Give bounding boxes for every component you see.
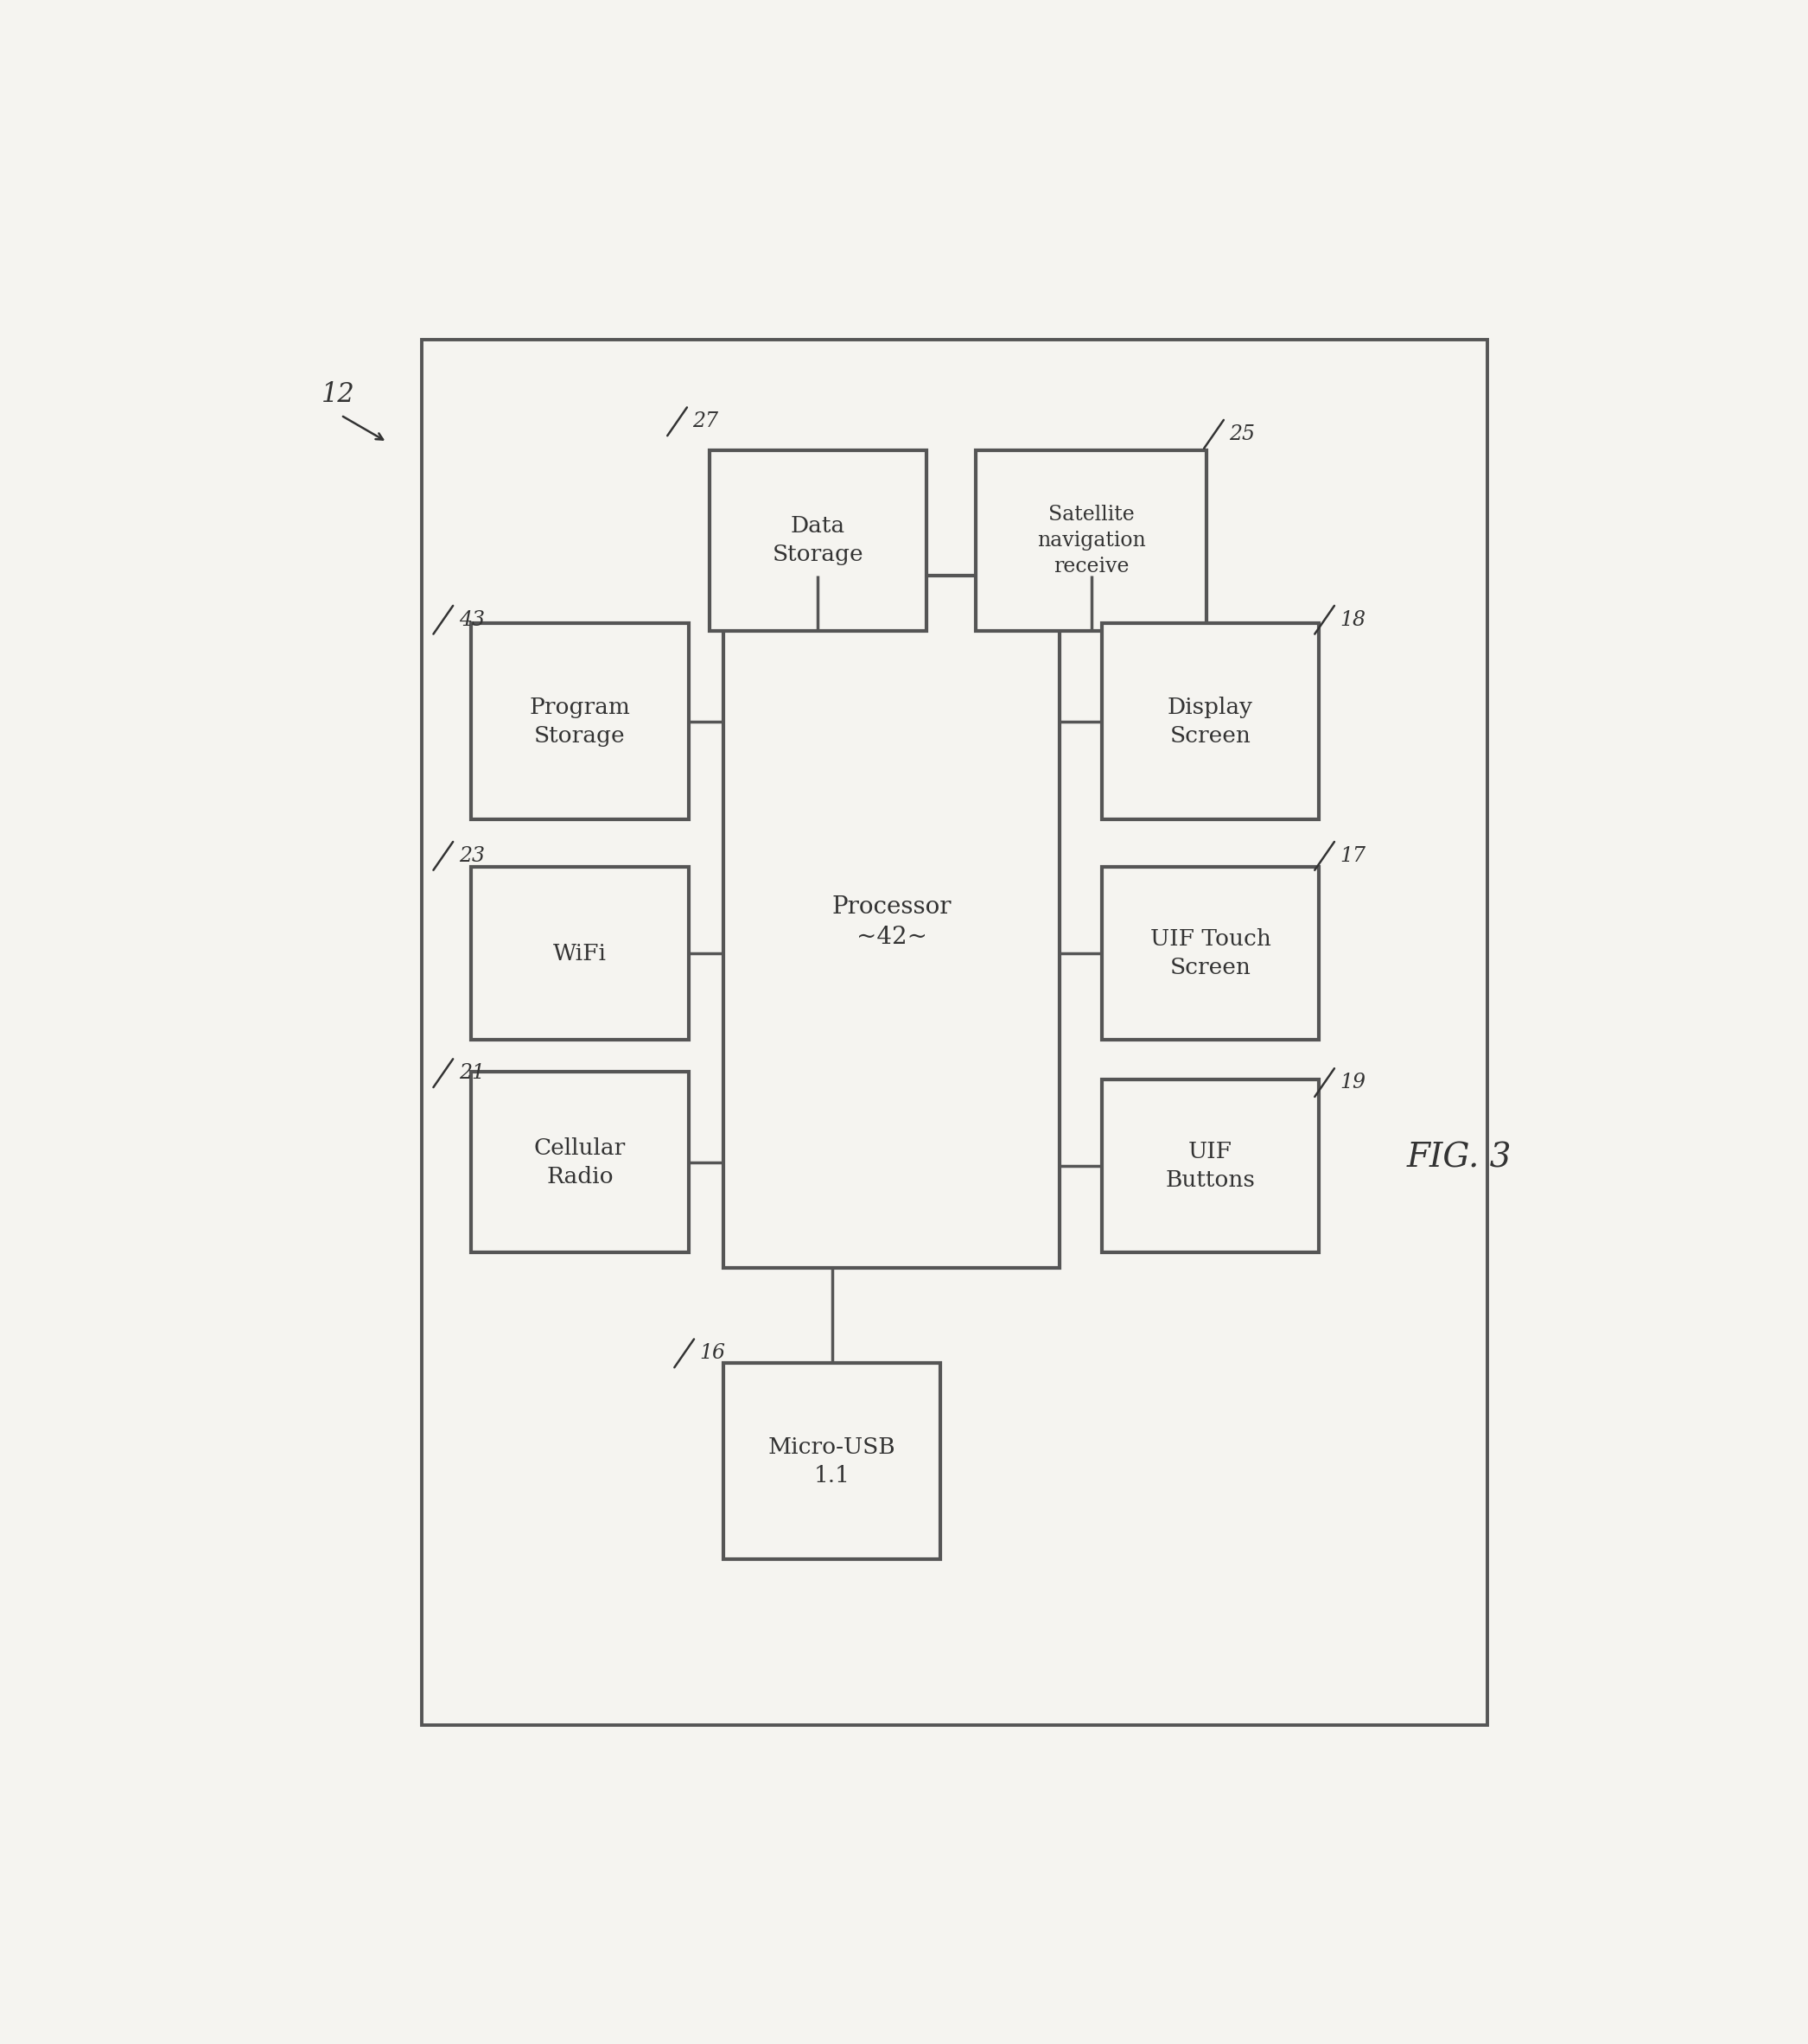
Text: UIF
Buttons: UIF Buttons bbox=[1166, 1141, 1255, 1192]
Text: Satellite
navigation
receive: Satellite navigation receive bbox=[1038, 505, 1146, 576]
Bar bbox=[709, 450, 928, 632]
Text: 25: 25 bbox=[1229, 425, 1255, 444]
Text: Display
Screen: Display Screen bbox=[1168, 697, 1253, 746]
Text: 43: 43 bbox=[459, 609, 485, 630]
Text: Data
Storage: Data Storage bbox=[772, 515, 864, 566]
Text: Micro-USB
1.1: Micro-USB 1.1 bbox=[768, 1437, 895, 1486]
Bar bbox=[1101, 623, 1320, 820]
Text: UIF Touch
Screen: UIF Touch Screen bbox=[1150, 928, 1271, 979]
Text: 16: 16 bbox=[700, 1343, 725, 1363]
Bar bbox=[723, 576, 1059, 1267]
Bar bbox=[472, 867, 689, 1040]
Bar bbox=[1101, 867, 1320, 1040]
Text: 23: 23 bbox=[459, 846, 485, 867]
Text: Processor
~42~: Processor ~42~ bbox=[832, 895, 951, 948]
Bar bbox=[723, 1363, 940, 1560]
Text: Cellular
Radio: Cellular Radio bbox=[533, 1136, 626, 1188]
Text: 21: 21 bbox=[459, 1063, 485, 1083]
Bar bbox=[1101, 1079, 1320, 1253]
Text: 19: 19 bbox=[1340, 1073, 1365, 1094]
Bar bbox=[472, 623, 689, 820]
Text: 27: 27 bbox=[692, 411, 718, 431]
Text: 18: 18 bbox=[1340, 609, 1365, 630]
Text: FIG. 3: FIG. 3 bbox=[1407, 1143, 1511, 1173]
Bar bbox=[472, 1071, 689, 1253]
Text: 12: 12 bbox=[322, 382, 354, 409]
Text: 17: 17 bbox=[1340, 846, 1365, 867]
Bar bbox=[423, 339, 1486, 1725]
Bar bbox=[976, 450, 1208, 632]
Text: WiFi: WiFi bbox=[553, 942, 607, 965]
Text: Program
Storage: Program Storage bbox=[530, 697, 631, 746]
